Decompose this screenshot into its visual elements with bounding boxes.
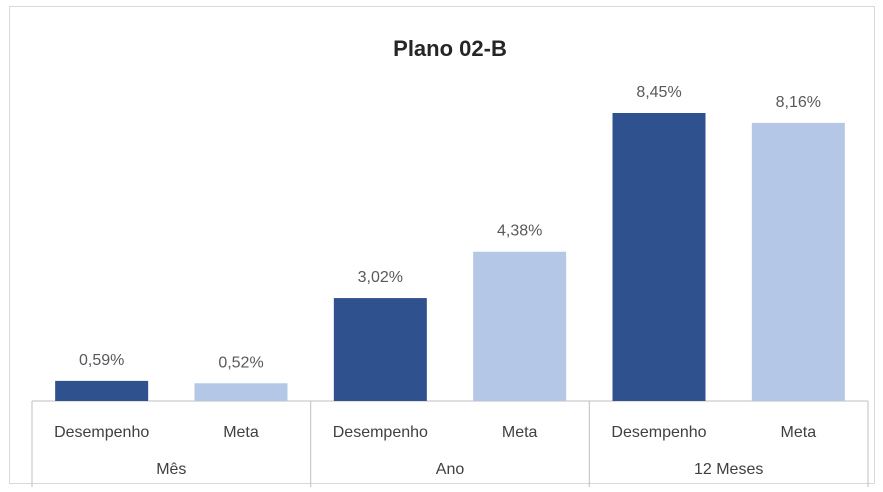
bar (612, 113, 706, 401)
bar-value-label: 0,59% (79, 352, 124, 369)
bar (55, 380, 149, 401)
group-tick-label: 12 Meses (694, 461, 763, 478)
bar-value-label: 8,45% (636, 84, 681, 101)
bar-value-label: 3,02% (358, 269, 403, 286)
group-tick-label: Ano (436, 461, 465, 478)
bar (751, 122, 845, 401)
category-tick-label: Meta (781, 424, 817, 441)
category-tick-label: Meta (223, 424, 259, 441)
chart-title: Plano 02-B (393, 36, 507, 61)
category-tick-label: Desempenho (333, 424, 428, 441)
axis-layer (31, 400, 869, 487)
category-tick-label: Desempenho (611, 424, 706, 441)
bar (333, 298, 427, 401)
bar (194, 383, 288, 401)
bar-value-label: 8,16% (776, 94, 821, 111)
bar-value-label: 4,38% (497, 223, 542, 240)
category-tick-label: Desempenho (54, 424, 149, 441)
bar (473, 251, 567, 401)
chart-frame (9, 6, 875, 484)
label-layer: 0,59% Desempenho 0,52% Meta 3,02% Desempenho 4… (54, 84, 821, 478)
group-tick-label: Mês (156, 461, 186, 478)
bar-value-label: 0,52% (218, 354, 263, 371)
bar-layer (55, 113, 845, 401)
category-tick-label: Meta (502, 424, 538, 441)
